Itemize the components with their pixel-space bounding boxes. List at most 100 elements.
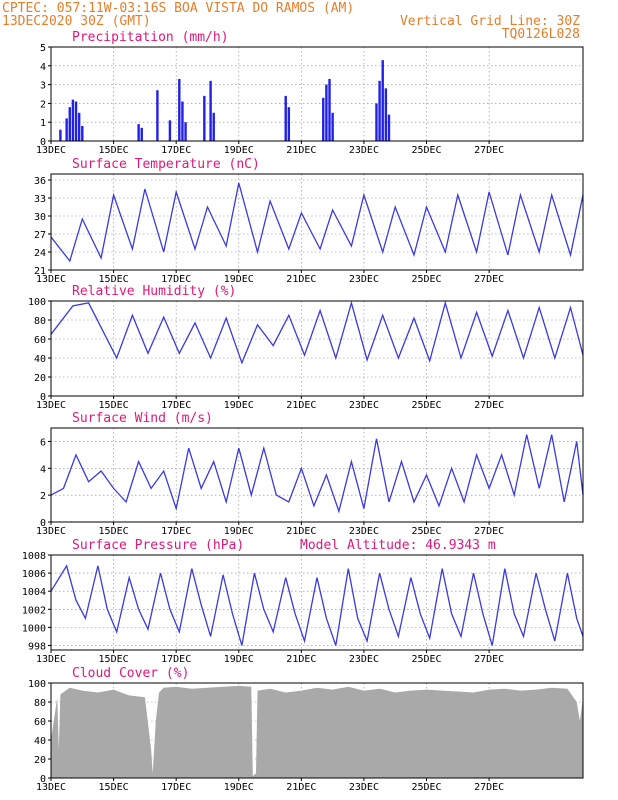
- panel-frame: [50, 427, 584, 523]
- x-tick-label: 15DEC: [99, 654, 129, 665]
- precip-bar: [375, 103, 378, 141]
- precip-bar: [137, 124, 140, 141]
- precip-bar: [65, 118, 68, 141]
- y-tick-label: 20: [34, 755, 46, 766]
- y-tick-label: 33: [34, 194, 46, 205]
- precip-bar: [322, 97, 325, 141]
- precip-bar: [384, 88, 388, 141]
- precip-bar: [328, 78, 331, 141]
- panel-frame: [50, 46, 584, 142]
- panel-title: Cloud Cover (%): [72, 666, 189, 681]
- x-tick-label: 17DEC: [161, 400, 191, 411]
- pres-line: [50, 564, 584, 646]
- cloud-area: [51, 685, 583, 778]
- precip-bar: [140, 127, 143, 141]
- precip-bar: [184, 122, 187, 141]
- wind-line: [50, 434, 584, 514]
- y-tick-label: 27: [34, 230, 46, 241]
- y-tick-label: 1000: [22, 623, 46, 634]
- precip-bar: [59, 129, 62, 141]
- y-tick-label: 36: [34, 176, 46, 187]
- precip-bar: [209, 80, 212, 141]
- precip-bar: [181, 101, 184, 141]
- x-tick-label: 19DEC: [224, 654, 254, 665]
- x-tick-label: 27DEC: [474, 274, 504, 285]
- panel-frame: [50, 300, 584, 397]
- y-tick-label: 30: [34, 212, 46, 223]
- precip-bar: [387, 114, 391, 141]
- y-tick-label: 1: [40, 118, 46, 129]
- precip-bar: [81, 125, 84, 141]
- x-tick-label: 21DEC: [286, 400, 316, 411]
- y-tick-label: 60: [34, 717, 46, 728]
- y-tick-label: 21: [34, 266, 46, 277]
- panel-title: Surface Temperature (nC): [72, 157, 260, 172]
- x-tick-label: 21DEC: [286, 654, 316, 665]
- y-tick-label: 60: [34, 335, 46, 346]
- panel-frame: [50, 554, 584, 651]
- panel-wind: 0 2 4 6 13DEC 15DEC 17DEC 19DEC 21DEC 23DEC 25DEC 2…: [36, 411, 584, 537]
- precip-bar: [287, 107, 291, 141]
- x-tick-label: 25DEC: [411, 654, 441, 665]
- x-tick-label: 23DEC: [349, 145, 379, 156]
- meteogram-panels: 0 1 2 3 4 5 13DEC 15DEC 17DEC 19DEC 21DEC 23DEC 25DE…: [22, 30, 584, 793]
- panel-title: Surface Wind (m/s): [72, 411, 213, 426]
- temp-line: [50, 182, 584, 263]
- x-tick-label: 27DEC: [474, 526, 504, 537]
- y-tick-label: 80: [34, 698, 46, 709]
- header-grid-note: Vertical Grid Line: 30Z: [400, 14, 580, 29]
- x-tick-label: 13DEC: [36, 526, 66, 537]
- y-tick-label: 1002: [22, 605, 46, 616]
- x-tick-label: 19DEC: [224, 274, 254, 285]
- x-tick-label: 23DEC: [349, 782, 379, 793]
- precip-bar: [331, 112, 334, 141]
- x-tick-label: 17DEC: [161, 274, 191, 285]
- panel-rh: 0 20 40 60 80 100 13DEC 15DEC 17DEC 19DEC 21DEC 23D…: [28, 284, 584, 411]
- x-tick-label: 23DEC: [349, 526, 379, 537]
- y-tick-label: 2: [40, 99, 46, 110]
- x-tick-label: 27DEC: [474, 782, 504, 793]
- y-tick-label: 0: [40, 137, 46, 148]
- precip-bar: [71, 99, 75, 141]
- precip-bar: [284, 95, 287, 141]
- y-tick-label: 998: [28, 641, 46, 652]
- x-tick-label: 15DEC: [99, 400, 129, 411]
- x-tick-label: 25DEC: [411, 400, 441, 411]
- x-tick-label: 25DEC: [411, 526, 441, 537]
- panel-frame: [50, 173, 584, 271]
- header-model-code: TQ0126L028: [502, 27, 580, 42]
- precip-bar: [68, 107, 71, 141]
- rh-line: [50, 300, 584, 365]
- precip-bar: [381, 60, 384, 141]
- x-tick-label: 17DEC: [161, 654, 191, 665]
- x-tick-label: 21DEC: [286, 145, 316, 156]
- precip-bar: [178, 78, 181, 141]
- x-tick-label: 25DEC: [411, 782, 441, 793]
- panel-title: Precipitation (mm/h): [72, 30, 229, 45]
- x-tick-label: 23DEC: [349, 654, 379, 665]
- y-tick-label: 1004: [22, 587, 46, 598]
- header-date: 13DEC2020 30Z (GMT): [2, 14, 151, 29]
- x-tick-label: 27DEC: [474, 654, 504, 665]
- x-tick-label: 19DEC: [224, 145, 254, 156]
- x-tick-label: 15DEC: [99, 526, 129, 537]
- x-tick-label: 19DEC: [224, 782, 254, 793]
- panel-pres: 998 1000 1002 1004 1006 1008 13DEC 15DEC 17DEC 19…: [22, 538, 584, 665]
- x-tick-label: 21DEC: [286, 782, 316, 793]
- x-tick-label: 23DEC: [349, 400, 379, 411]
- x-tick-label: 13DEC: [36, 654, 66, 665]
- y-tick-label: 2: [40, 491, 46, 502]
- x-tick-label: 15DEC: [99, 145, 129, 156]
- y-tick-label: 4: [40, 62, 46, 73]
- x-tick-label: 25DEC: [411, 145, 441, 156]
- x-tick-label: 13DEC: [36, 274, 66, 285]
- x-tick-label: 17DEC: [161, 526, 191, 537]
- x-tick-label: 25DEC: [411, 274, 441, 285]
- x-tick-label: 13DEC: [36, 145, 66, 156]
- x-tick-label: 13DEC: [36, 400, 66, 411]
- x-tick-label: 27DEC: [474, 400, 504, 411]
- x-tick-label: 21DEC: [286, 526, 316, 537]
- precip-bar: [325, 84, 328, 141]
- y-tick-label: 0: [40, 518, 46, 529]
- precip-bar: [203, 95, 206, 141]
